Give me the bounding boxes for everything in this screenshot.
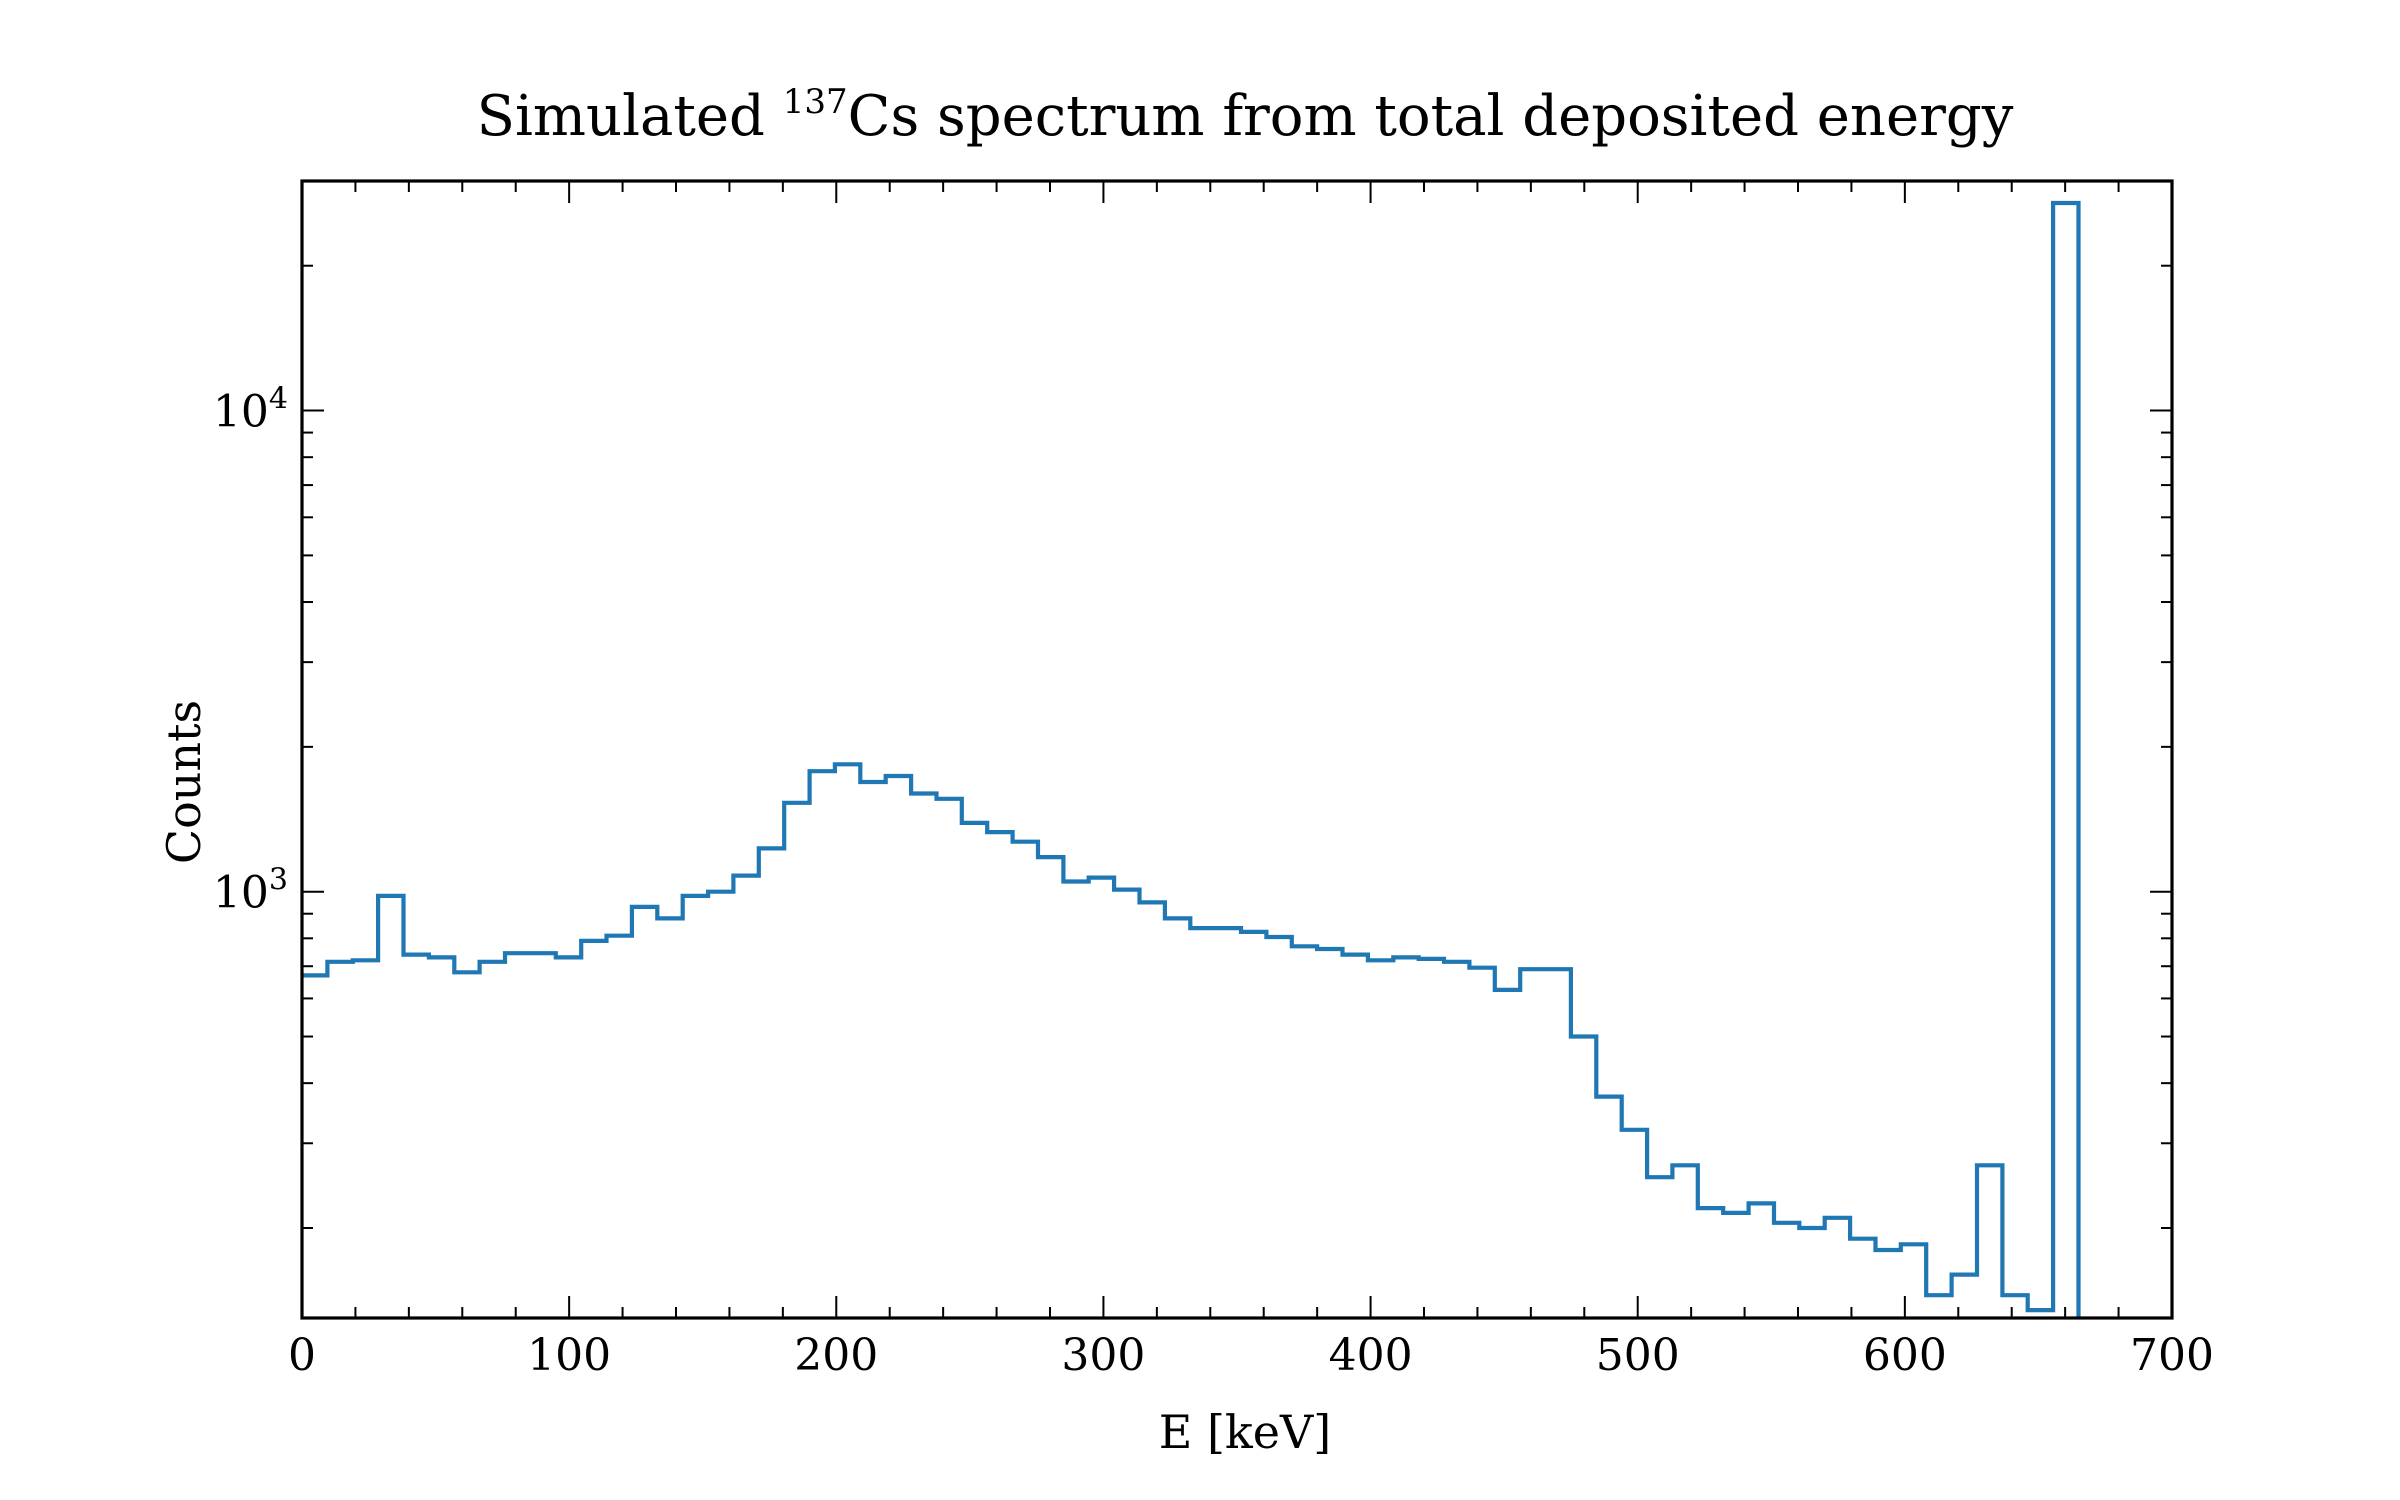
x-tick-label: 0 bbox=[288, 1330, 316, 1381]
chart-title-suffix: Cs spectrum from total deposited energy bbox=[848, 84, 2014, 149]
x-tick-label: 300 bbox=[1061, 1330, 1145, 1381]
plot-frame bbox=[300, 179, 2174, 1320]
x-axis-label: E [keV] bbox=[1159, 1405, 1331, 1459]
y-tick-label: 103 bbox=[213, 863, 288, 919]
y-tick-label-exponent: 3 bbox=[269, 863, 288, 898]
x-tick-label: 200 bbox=[794, 1330, 878, 1381]
x-tick-label: 600 bbox=[1863, 1330, 1947, 1381]
x-tick-label: 500 bbox=[1596, 1330, 1680, 1381]
x-tick-label: 400 bbox=[1329, 1330, 1413, 1381]
y-axis-label: Counts bbox=[157, 700, 211, 864]
y-tick-label: 104 bbox=[213, 382, 288, 438]
y-tick-label-base: 10 bbox=[213, 868, 269, 919]
y-tick-label-base: 10 bbox=[213, 387, 269, 438]
spectrum-step-line bbox=[302, 200, 2081, 1318]
x-tick-label: 100 bbox=[527, 1330, 611, 1381]
x-tick-label: 700 bbox=[2130, 1330, 2214, 1381]
chart-title-prefix: Simulated bbox=[477, 84, 783, 149]
chart-title-superscript: 137 bbox=[783, 82, 848, 122]
chart-title: Simulated 137Cs spectrum from total depo… bbox=[477, 82, 2014, 149]
y-tick-label-exponent: 4 bbox=[269, 382, 288, 417]
